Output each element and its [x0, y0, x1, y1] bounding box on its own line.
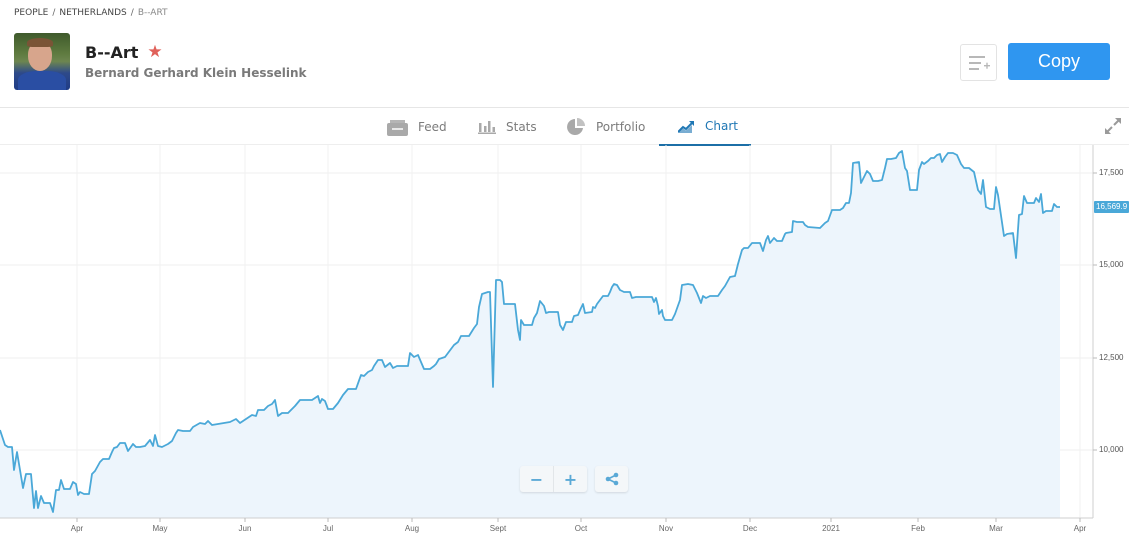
trend-chart-icon [678, 120, 694, 133]
tab-stats-label: Stats [506, 120, 537, 134]
y-tick-12500: 12,500 [1099, 353, 1124, 362]
breadcrumb-separator: / [130, 8, 134, 18]
x-tick-may: May [152, 524, 168, 533]
y-tick-17500: 17,500 [1099, 168, 1124, 177]
x-tick-oct: Oct [574, 524, 588, 533]
chart-line [0, 150, 1060, 513]
tab-chart[interactable]: Chart [659, 108, 751, 146]
avatar [14, 33, 70, 90]
tabs-bar: Feed Stats Portfolio Chart [0, 107, 1129, 146]
add-to-list-icon [969, 56, 990, 70]
x-tick-dec: Dec [742, 524, 758, 533]
x-tick-apr-2: Apr [1073, 524, 1087, 533]
tab-portfolio-label: Portfolio [596, 120, 646, 134]
x-tick-jul: Jul [322, 524, 334, 533]
tab-feed[interactable]: Feed [387, 108, 447, 146]
bar-chart-icon [478, 121, 496, 134]
tab-chart-label: Chart [705, 119, 738, 133]
pie-chart-icon [567, 118, 585, 135]
last-value-label: 16,569.9 [1094, 201, 1129, 213]
y-tick-10000: 10,000 [1099, 445, 1124, 454]
x-tick-aug: Aug [404, 524, 420, 533]
x-tick-nov: Nov [658, 524, 674, 533]
share-button[interactable] [595, 466, 628, 492]
tab-portfolio[interactable]: Portfolio [566, 108, 645, 146]
x-tick-apr: Apr [70, 524, 84, 533]
x-tick-2021: 2021 [822, 524, 840, 533]
add-to-watchlist-button[interactable] [960, 44, 997, 81]
expand-icon[interactable] [1104, 117, 1122, 135]
copy-button[interactable]: Copy [1008, 43, 1110, 80]
breadcrumb-netherlands[interactable]: NETHERLANDS [59, 8, 127, 18]
tab-feed-label: Feed [418, 120, 447, 134]
chart-area-fill [0, 151, 1060, 518]
username-text: B--Art [85, 43, 139, 62]
breadcrumb-people[interactable]: PEOPLE [14, 8, 49, 18]
chart-plot [0, 145, 1097, 522]
tab-stats[interactable]: Stats [478, 108, 537, 146]
x-tick-mar: Mar [989, 524, 1003, 533]
breadcrumb-current: B--ART [137, 8, 168, 18]
breadcrumb-separator: / [52, 8, 56, 18]
x-tick-jun: Jun [238, 524, 252, 533]
performance-chart[interactable]: 17,500 15,000 12,500 10,000 16,569.9 Apr… [0, 145, 1129, 539]
zoom-in-button[interactable]: + [553, 466, 587, 492]
breadcrumb: PEOPLE / NETHERLANDS / B--ART [14, 8, 168, 18]
zoom-controls: − + [520, 466, 587, 492]
star-icon[interactable]: ★ [147, 42, 163, 62]
share-icon [605, 472, 618, 486]
x-tick-sept: Sept [489, 524, 507, 533]
feed-icon [387, 120, 408, 136]
y-tick-15000: 15,000 [1099, 260, 1124, 269]
profile-full-name: Bernard Gerhard Klein Hesselink [85, 66, 307, 80]
profile-username: B--Art ★ [85, 43, 163, 62]
x-tick-feb: Feb [911, 524, 925, 533]
zoom-out-button[interactable]: − [529, 469, 544, 489]
